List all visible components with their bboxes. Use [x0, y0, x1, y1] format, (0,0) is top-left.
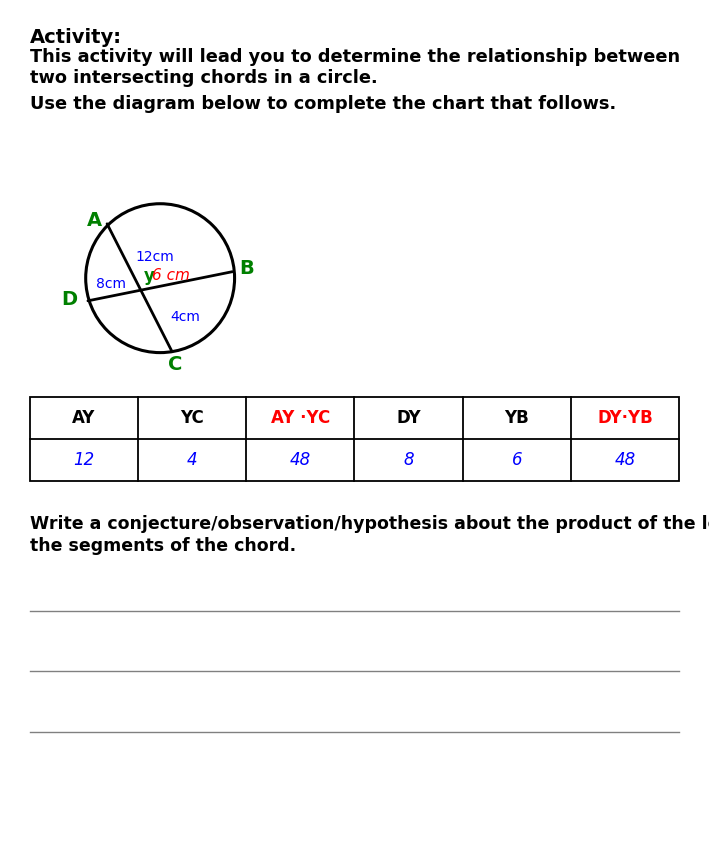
Text: 48: 48 [290, 451, 311, 469]
Text: 4cm: 4cm [171, 310, 201, 325]
Bar [30, 397, 679, 481]
Text: Use the diagram below to complete the chart that follows.: Use the diagram below to complete the ch… [30, 95, 616, 113]
Text: This activity will lead you to determine the relationship between: This activity will lead you to determine… [30, 48, 680, 66]
Text: B: B [239, 259, 254, 278]
Text: AY ·YC: AY ·YC [271, 410, 330, 427]
Text: C: C [168, 354, 182, 373]
Text: DY·YB: DY·YB [597, 410, 653, 427]
Text: y: y [144, 267, 155, 285]
Text: Write a conjecture/observation/hypothesis about the product of the lengths of: Write a conjecture/observation/hypothesi… [30, 515, 709, 533]
Text: DY: DY [396, 410, 421, 427]
Text: 12: 12 [73, 451, 94, 469]
Text: 12cm: 12cm [135, 250, 174, 264]
Text: YC: YC [180, 410, 204, 427]
Text: two intersecting chords in a circle.: two intersecting chords in a circle. [30, 69, 377, 87]
Text: 48: 48 [615, 451, 636, 469]
Text: the segments of the chord.: the segments of the chord. [30, 537, 296, 555]
Text: YB: YB [505, 410, 529, 427]
Text: 6 cm: 6 cm [152, 268, 190, 283]
Text: AY: AY [72, 410, 96, 427]
Text: Activity:: Activity: [30, 28, 122, 47]
Text: 4: 4 [187, 451, 197, 469]
Text: D: D [62, 290, 78, 309]
Text: 8cm: 8cm [96, 277, 126, 291]
Text: A: A [86, 211, 101, 230]
Text: 8: 8 [403, 451, 414, 469]
Text: 6: 6 [512, 451, 522, 469]
